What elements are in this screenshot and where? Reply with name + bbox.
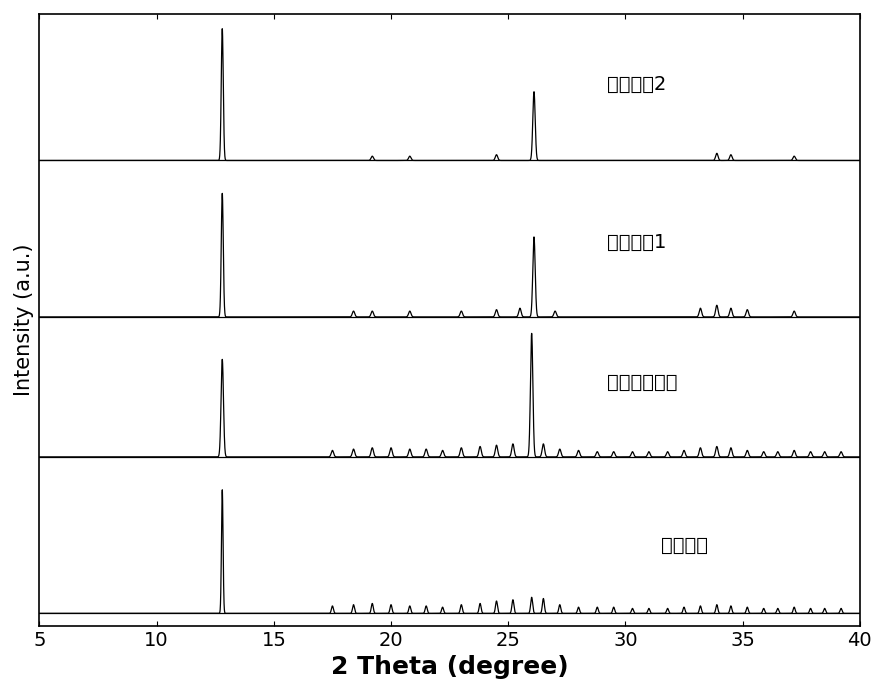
Y-axis label: Intensity (a.u.): Intensity (a.u.) [14, 243, 34, 396]
Text: 改进合成2: 改进合成2 [607, 75, 666, 94]
Text: 原始方法合成: 原始方法合成 [607, 374, 677, 392]
Text: 模拟图谱: 模拟图谱 [661, 536, 708, 555]
Text: 改进合成1: 改进合成1 [607, 234, 666, 252]
X-axis label: 2 Theta (degree): 2 Theta (degree) [330, 655, 569, 679]
